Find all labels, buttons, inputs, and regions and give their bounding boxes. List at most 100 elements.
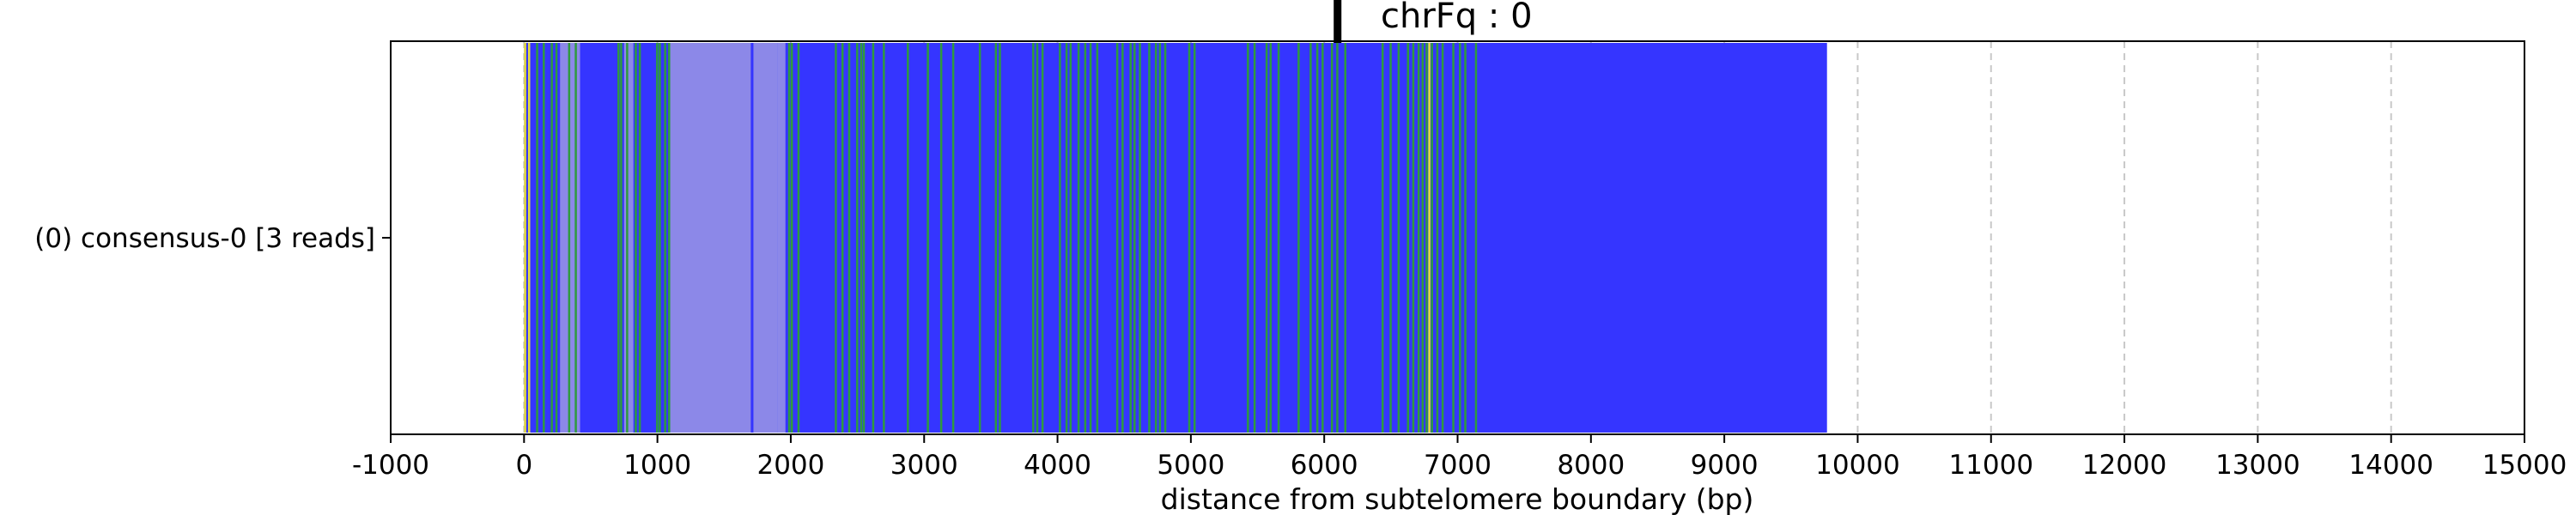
green-mark (862, 43, 866, 433)
green-mark (1036, 43, 1039, 433)
green-mark (638, 43, 641, 433)
green-mark (1459, 43, 1461, 433)
green-mark (1084, 43, 1087, 433)
green-mark (927, 43, 929, 433)
green-mark (951, 43, 955, 433)
green-mark (835, 43, 837, 433)
green-mark (1193, 43, 1196, 433)
green-mark (1474, 43, 1478, 433)
green-mark (1389, 43, 1392, 433)
x-tick-label: 1000 (623, 450, 691, 481)
x-tick-label: 3000 (890, 450, 958, 481)
green-mark (1315, 43, 1319, 433)
green-mark (1381, 43, 1384, 433)
green-mark (1330, 43, 1334, 433)
chart-title: chrFq : 0 (1381, 0, 1533, 36)
green-mark (620, 43, 623, 433)
data-bars (524, 43, 1827, 433)
green-mark (999, 43, 1001, 433)
x-tick-label: 6000 (1291, 450, 1358, 481)
green-mark (1436, 43, 1439, 433)
green-mark (848, 43, 851, 433)
green-mark (883, 43, 885, 433)
green-mark (1421, 43, 1425, 433)
green-mark (1321, 43, 1324, 433)
green-mark (1188, 43, 1191, 433)
light-region (777, 43, 786, 433)
x-tick-label: 0 (515, 450, 532, 481)
green-mark (1133, 43, 1136, 433)
green-mark (856, 43, 859, 433)
green-mark (872, 43, 875, 433)
green-mark (860, 43, 863, 433)
green-mark (1077, 43, 1080, 433)
green-mark (1344, 43, 1346, 433)
green-mark (1032, 43, 1035, 433)
green-mark (1096, 43, 1099, 433)
green-mark (939, 43, 943, 433)
x-tick-label: 12000 (2082, 450, 2167, 481)
green-mark (550, 43, 553, 433)
green-mark (668, 43, 671, 433)
green-mark (1158, 43, 1162, 433)
green-mark (1412, 43, 1415, 433)
green-mark (1253, 43, 1256, 433)
green-mark (664, 43, 666, 433)
green-mark (626, 43, 629, 433)
x-tick-label: 14000 (2348, 450, 2433, 481)
green-mark (1059, 43, 1061, 433)
x-tick-label: -1000 (352, 450, 429, 481)
green-mark (1309, 43, 1312, 433)
green-mark (1041, 43, 1044, 433)
green-mark (1247, 43, 1249, 433)
x-tick-label: 9000 (1691, 450, 1759, 481)
green-mark (1265, 43, 1268, 433)
green-mark (574, 43, 577, 433)
green-mark (797, 43, 800, 433)
yellow-mark (1428, 43, 1431, 433)
green-mark (568, 43, 571, 433)
green-mark (1441, 43, 1444, 433)
green-mark (1121, 43, 1124, 433)
green-mark (787, 43, 791, 433)
green-mark (994, 43, 998, 433)
yellow-mark (527, 43, 531, 433)
x-tick-label: 11000 (1948, 450, 2033, 481)
green-mark (1452, 43, 1455, 433)
green-mark (841, 43, 844, 433)
x-tick-label: 8000 (1557, 450, 1625, 481)
green-mark (1277, 43, 1280, 433)
x-tick-label: 13000 (2215, 450, 2300, 481)
green-mark (1425, 43, 1428, 433)
green-mark (790, 43, 793, 433)
green-mark (543, 43, 545, 433)
green-mark (1148, 43, 1151, 433)
x-tick-label: 15000 (2482, 450, 2567, 481)
yellow-mark (524, 43, 526, 433)
green-mark (1129, 43, 1132, 433)
green-mark (1464, 43, 1467, 433)
light-region (753, 43, 778, 433)
green-mark (1269, 43, 1273, 433)
green-mark (617, 43, 620, 433)
green-mark (1431, 43, 1433, 433)
green-mark (536, 43, 538, 433)
green-mark (1069, 43, 1072, 433)
green-mark (555, 43, 558, 433)
green-mark (1154, 43, 1157, 433)
green-mark (1115, 43, 1119, 433)
x-axis: -1000 0 1000 2000 3000 4000 5000 6000 7000 8000 90… (352, 434, 2567, 481)
green-mark (1336, 43, 1339, 433)
green-mark (1065, 43, 1068, 433)
green-mark (1297, 43, 1300, 433)
green-mark (656, 43, 659, 433)
title-marker (1334, 0, 1342, 43)
y-axis: (0) consensus-0 [3 reads] (34, 223, 391, 254)
green-mark (1406, 43, 1409, 433)
x-tick-label: 2000 (756, 450, 824, 481)
x-tick-label: 5000 (1157, 450, 1224, 481)
green-mark (907, 43, 909, 433)
green-mark (1397, 43, 1400, 433)
x-tick-label: 7000 (1424, 450, 1492, 481)
